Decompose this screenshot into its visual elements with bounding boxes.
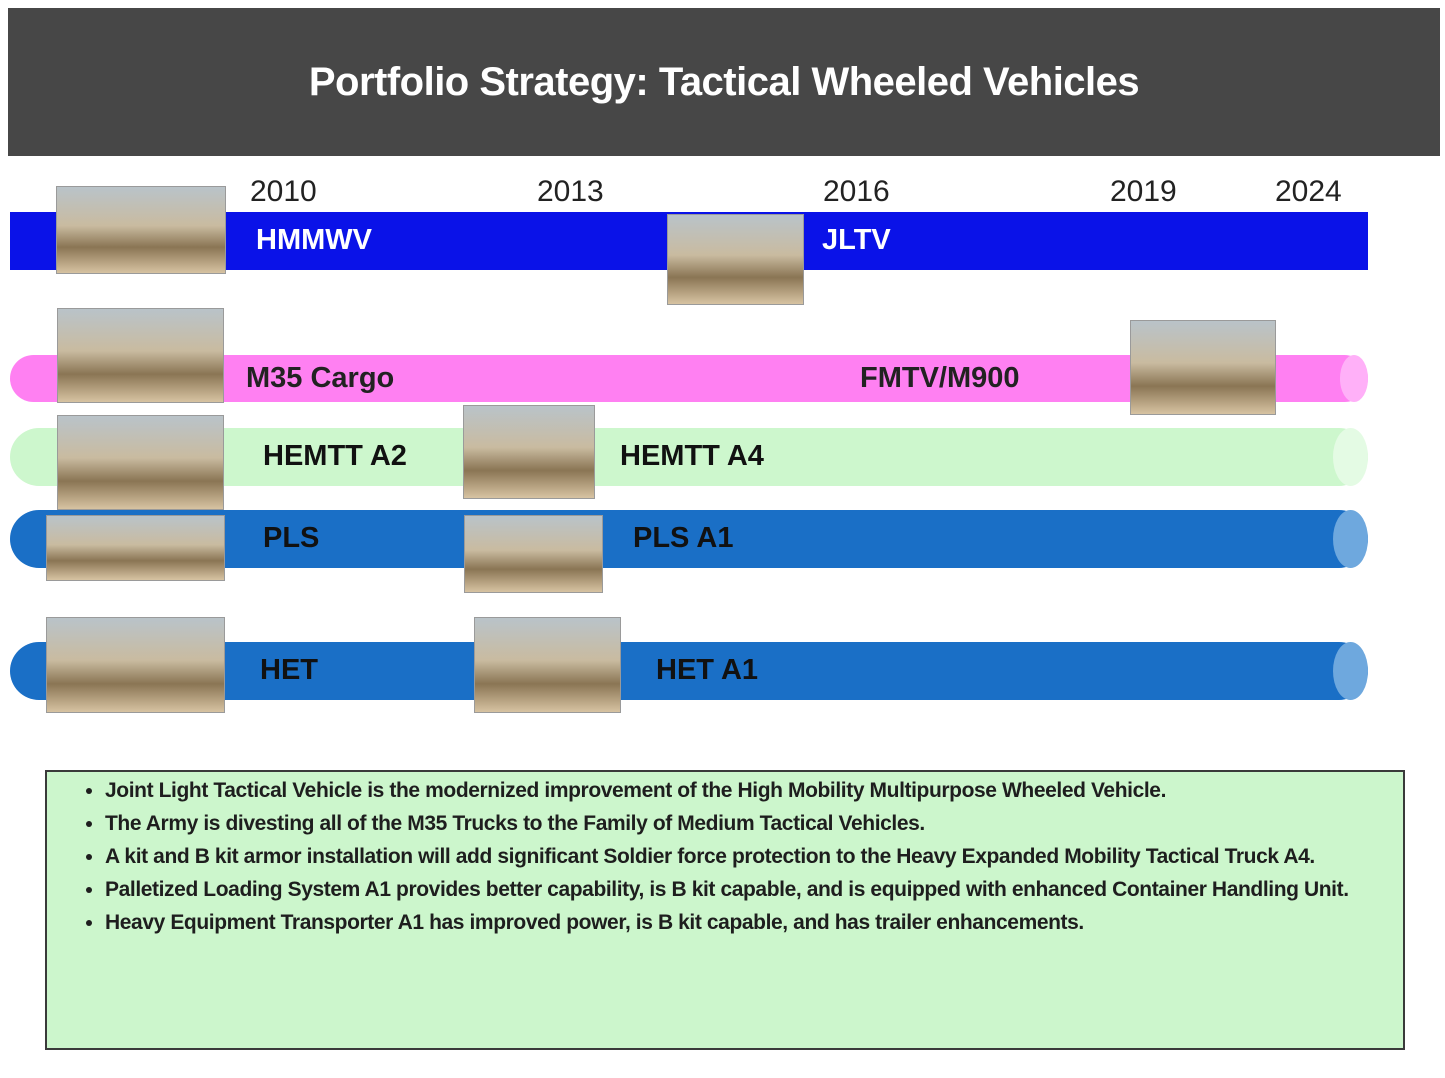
header: Portfolio Strategy: Tactical Wheeled Veh… [8,8,1440,156]
vehicle-photo [464,515,603,593]
vehicle-photo [46,617,225,713]
vehicle-photo [667,214,804,305]
bar-end [1339,355,1368,402]
vehicle-photo [57,415,224,510]
vehicle-label: PLS [263,522,320,554]
year-label: 2013 [537,175,604,208]
vehicle-label: HET [260,654,318,686]
timeline-bar [10,642,1368,700]
bullet: The Army is divesting all of the M35 Tru… [105,811,1393,836]
bullet: Heavy Equipment Transporter A1 has impro… [105,910,1393,935]
vehicle-label: M35 Cargo [246,361,395,394]
year-label: 2024 [1275,175,1342,208]
year-label: 2019 [1110,175,1177,208]
vehicle-label: FMTV/M900 [860,361,1020,394]
vehicle-photo [474,617,621,713]
vehicle-label: HMMWV [256,224,372,256]
vehicle-photo [56,186,226,274]
vehicle-label: HET A1 [656,654,759,686]
notes-box: Joint Light Tactical Vehicle is the mode… [45,770,1405,1050]
bar-end [1333,428,1368,486]
year-label: 2016 [823,175,890,208]
vehicle-label: JLTV [822,224,891,256]
vehicle-label: HEMTT A4 [620,440,764,472]
timeline-bar [10,510,1368,568]
timeline-bar [10,428,1368,486]
bar-end [1333,642,1368,700]
vehicle-photo [463,405,595,499]
year-label: 2010 [250,175,317,208]
bullet: A kit and B kit armor installation will … [105,844,1393,869]
vehicle-label: PLS A1 [633,522,734,554]
vehicle-photo [46,515,225,581]
title: Portfolio Strategy: Tactical Wheeled Veh… [308,59,1140,104]
bar-end [1333,510,1368,568]
vehicle-label: HEMTT A2 [263,440,407,472]
bullet: Joint Light Tactical Vehicle is the mode… [105,778,1393,803]
vehicle-photo [57,308,224,403]
bullet: Palletized Loading System A1 provides be… [105,877,1393,902]
bullet-list: Joint Light Tactical Vehicle is the mode… [77,778,1393,935]
vehicle-photo [1130,320,1276,415]
